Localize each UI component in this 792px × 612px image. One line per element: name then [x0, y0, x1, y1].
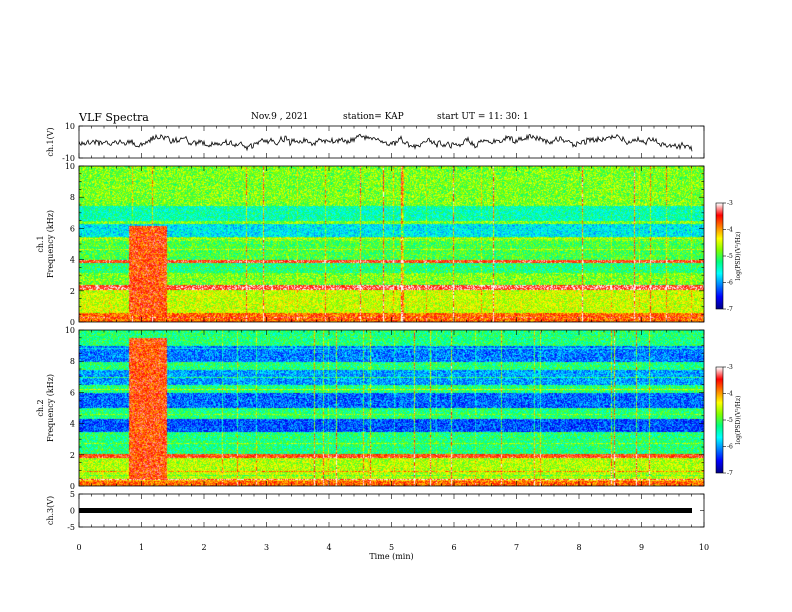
- ch3-waveform-tick-label: 5: [70, 490, 75, 499]
- start-time-label: start UT = 11: 30: 1: [437, 112, 529, 122]
- x-tick-label: 2: [201, 543, 206, 552]
- axes-layer: [78, 125, 726, 528]
- ch1-colorbar: [716, 203, 723, 309]
- spectrogram-layer: [79, 166, 723, 486]
- date-label: Nov.9 , 2021: [251, 112, 309, 122]
- x-tick-label: 10: [699, 543, 709, 552]
- colorbar-tick-label: -5: [727, 253, 733, 260]
- ch1-spectrogram-tick-label: 10: [65, 162, 75, 171]
- x-axis-label: Time (min): [369, 552, 413, 561]
- colorbar-tick-label: -6: [727, 444, 733, 451]
- colorbar-tick-label: -3: [727, 364, 733, 371]
- colorbar-tick-label: -7: [727, 470, 733, 477]
- x-tick-label: 7: [514, 543, 519, 552]
- colorbar-label: log(PSD)(V²/Hz): [735, 232, 742, 281]
- labels-layer: -3 -4 -5 -6 -7 log(PSD)(V²/Hz) -3 -4 -5 -6 -7 log(P…: [36, 122, 742, 561]
- ch2-spectrogram-image: [79, 330, 704, 486]
- x-tick-label: 5: [389, 543, 394, 552]
- ch2-spectrogram-axis-label: Frequency (kHz): [46, 374, 55, 442]
- ch1-spectrogram-channel-label: ch.1: [36, 235, 45, 252]
- ch1-waveform-tick-label: 10: [65, 122, 75, 131]
- ch2-spectrogram-tick-label: 10: [65, 326, 75, 335]
- colorbar-label: log(PSD)(V²/Hz): [735, 396, 742, 445]
- ch3-signal-band: [79, 508, 692, 513]
- colorbar-tick-label: -4: [727, 391, 733, 398]
- x-tick-label: 4: [326, 543, 331, 552]
- ch2-colorbar: [716, 367, 723, 473]
- ch2-spectrogram-tick-label: 2: [70, 451, 75, 460]
- ch1-waveform-line: [78, 133, 693, 152]
- x-tick-label: 8: [576, 543, 581, 552]
- ch2-spectrogram-tick-label: 6: [70, 388, 75, 397]
- ch1-spectrogram-image: [79, 166, 704, 322]
- x-tick-label: 1: [139, 543, 144, 552]
- ch1-spectrogram-tick-label: 2: [70, 287, 75, 296]
- ch3-waveform-axis-label: ch.3(V): [46, 496, 55, 525]
- ch1-spectrogram-tick-label: 0: [70, 318, 75, 327]
- ch1-spectrogram-tick-label: 8: [70, 193, 75, 202]
- waveform-layer: [78, 133, 693, 513]
- ch1-waveform-tick-label: -10: [62, 154, 75, 163]
- x-tick-label: 0: [76, 543, 81, 552]
- ch3-waveform-tick-label: 0: [70, 507, 75, 516]
- ch2-spectrogram-tick-label: 0: [70, 482, 75, 491]
- ch3-waveform-tick-label: -5: [67, 523, 75, 532]
- station-label: station= KAP: [343, 112, 404, 122]
- ch1-spectrogram-axis-label: Frequency (kHz): [46, 210, 55, 278]
- ch1-waveform-axis-label: ch.1(V): [46, 127, 55, 156]
- x-tick-label: 3: [264, 543, 269, 552]
- ch2-spectrogram-tick-label: 4: [70, 420, 75, 429]
- colorbar-tick-label: -7: [727, 306, 733, 313]
- ch1-spectrogram-tick-label: 4: [70, 256, 75, 265]
- ch1-spectrogram-tick-label: 6: [70, 224, 75, 233]
- ch2-spectrogram-channel-label: ch.2: [36, 399, 45, 416]
- colorbar-tick-label: -4: [727, 227, 733, 234]
- plot-title: VLF Spectra: [79, 111, 149, 124]
- x-tick-label: 6: [451, 543, 456, 552]
- colorbar-tick-label: -6: [727, 280, 733, 287]
- ch2-spectrogram-tick-label: 8: [70, 357, 75, 366]
- x-tick-label: 9: [639, 543, 644, 552]
- colorbar-tick-label: -5: [727, 417, 733, 424]
- colorbar-tick-label: -3: [727, 200, 733, 207]
